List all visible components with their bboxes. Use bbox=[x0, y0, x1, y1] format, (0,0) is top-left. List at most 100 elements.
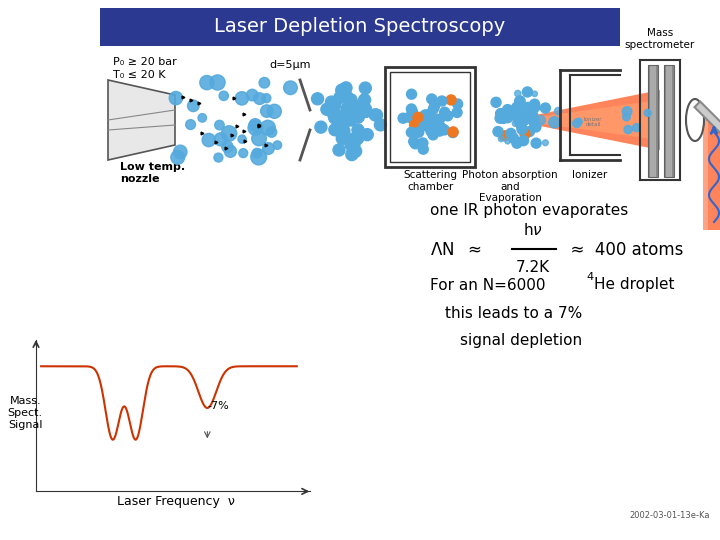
Circle shape bbox=[352, 111, 364, 123]
Circle shape bbox=[338, 111, 350, 123]
FancyBboxPatch shape bbox=[100, 8, 620, 46]
Circle shape bbox=[252, 131, 266, 146]
Circle shape bbox=[337, 113, 349, 126]
Circle shape bbox=[215, 133, 228, 146]
Circle shape bbox=[433, 114, 443, 124]
Circle shape bbox=[426, 126, 436, 136]
Circle shape bbox=[398, 113, 408, 123]
Circle shape bbox=[517, 114, 526, 125]
Circle shape bbox=[512, 103, 521, 112]
Circle shape bbox=[339, 113, 351, 125]
Text: Ionizer: Ionizer bbox=[572, 170, 608, 180]
Circle shape bbox=[335, 119, 347, 131]
Circle shape bbox=[575, 118, 582, 125]
Polygon shape bbox=[108, 80, 175, 160]
Circle shape bbox=[312, 93, 323, 105]
Circle shape bbox=[359, 94, 371, 106]
Circle shape bbox=[198, 113, 207, 122]
Circle shape bbox=[516, 115, 526, 125]
Circle shape bbox=[333, 144, 345, 156]
Circle shape bbox=[406, 104, 416, 114]
FancyBboxPatch shape bbox=[664, 65, 674, 177]
Circle shape bbox=[408, 106, 418, 117]
Circle shape bbox=[246, 89, 258, 101]
Circle shape bbox=[340, 82, 352, 94]
Circle shape bbox=[345, 94, 357, 106]
Circle shape bbox=[511, 109, 521, 119]
Circle shape bbox=[515, 96, 525, 106]
Circle shape bbox=[499, 131, 509, 141]
Text: P₀ ≥ 20 bar: P₀ ≥ 20 bar bbox=[113, 57, 176, 67]
Circle shape bbox=[325, 96, 338, 108]
Circle shape bbox=[414, 127, 424, 137]
Circle shape bbox=[369, 109, 381, 121]
Circle shape bbox=[413, 112, 423, 123]
Circle shape bbox=[503, 113, 513, 123]
Circle shape bbox=[514, 115, 524, 125]
Circle shape bbox=[187, 100, 199, 112]
Circle shape bbox=[520, 129, 530, 139]
Text: $\Lambda$N  $\approx$: $\Lambda$N $\approx$ bbox=[430, 241, 482, 259]
Circle shape bbox=[336, 84, 348, 96]
Circle shape bbox=[420, 110, 431, 120]
Circle shape bbox=[225, 145, 236, 157]
Circle shape bbox=[343, 113, 355, 125]
Circle shape bbox=[428, 119, 438, 129]
Circle shape bbox=[439, 125, 449, 135]
Circle shape bbox=[374, 119, 387, 131]
Circle shape bbox=[252, 148, 261, 158]
Circle shape bbox=[446, 95, 456, 105]
Circle shape bbox=[417, 112, 427, 122]
Circle shape bbox=[334, 92, 346, 104]
Circle shape bbox=[352, 100, 364, 112]
Circle shape bbox=[171, 151, 184, 164]
Circle shape bbox=[531, 138, 541, 148]
Circle shape bbox=[493, 126, 503, 137]
Circle shape bbox=[359, 103, 372, 115]
Circle shape bbox=[341, 113, 354, 125]
Circle shape bbox=[633, 124, 641, 132]
Circle shape bbox=[418, 138, 428, 148]
Circle shape bbox=[219, 91, 228, 100]
Text: d=5μm: d=5μm bbox=[269, 60, 311, 70]
Circle shape bbox=[510, 111, 517, 118]
Circle shape bbox=[404, 112, 414, 122]
Circle shape bbox=[359, 82, 372, 94]
Circle shape bbox=[284, 81, 297, 94]
Circle shape bbox=[524, 110, 531, 118]
Text: h$\nu$: h$\nu$ bbox=[523, 222, 543, 238]
Circle shape bbox=[409, 137, 419, 146]
Circle shape bbox=[410, 139, 420, 149]
Circle shape bbox=[428, 130, 438, 140]
Circle shape bbox=[436, 123, 446, 133]
Circle shape bbox=[518, 136, 528, 146]
Text: Ionizer
detail: Ionizer detail bbox=[584, 117, 602, 127]
Circle shape bbox=[624, 125, 632, 134]
Circle shape bbox=[530, 102, 540, 112]
Circle shape bbox=[357, 103, 369, 115]
Circle shape bbox=[169, 91, 183, 105]
Circle shape bbox=[508, 133, 518, 143]
Circle shape bbox=[221, 126, 237, 141]
Circle shape bbox=[202, 133, 215, 147]
Circle shape bbox=[515, 96, 525, 106]
Circle shape bbox=[344, 114, 356, 126]
Text: For an N=6000: For an N=6000 bbox=[430, 278, 550, 293]
Circle shape bbox=[238, 135, 246, 143]
Circle shape bbox=[524, 126, 534, 137]
Circle shape bbox=[336, 110, 348, 122]
Circle shape bbox=[418, 144, 428, 154]
Circle shape bbox=[512, 138, 522, 148]
Circle shape bbox=[266, 127, 276, 137]
FancyBboxPatch shape bbox=[648, 65, 658, 177]
Circle shape bbox=[321, 103, 333, 116]
Circle shape bbox=[426, 112, 436, 123]
Circle shape bbox=[361, 129, 373, 140]
Text: signal depletion: signal depletion bbox=[460, 333, 582, 348]
Circle shape bbox=[622, 107, 632, 116]
Circle shape bbox=[536, 116, 545, 125]
FancyBboxPatch shape bbox=[664, 65, 666, 177]
Circle shape bbox=[517, 109, 527, 119]
Circle shape bbox=[498, 136, 504, 141]
Text: Scattering
chamber: Scattering chamber bbox=[403, 170, 457, 192]
